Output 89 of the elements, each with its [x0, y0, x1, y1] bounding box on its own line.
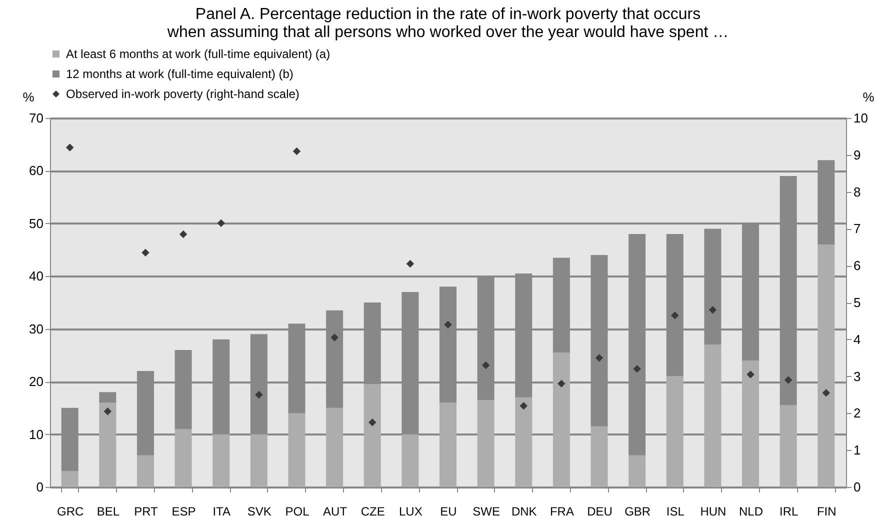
y2-tick-label: 6	[854, 258, 861, 274]
legend-label: Observed in-work poverty (right-hand scale)	[66, 87, 300, 101]
x-tick-label: ITA	[212, 504, 230, 518]
point	[822, 389, 830, 397]
bar	[402, 434, 419, 487]
y2-tick-label: 3	[854, 368, 861, 384]
legend-label: At least 6 months at work (full-time equivalent) (a)	[66, 47, 330, 61]
point	[558, 380, 566, 388]
x-tick-label: BEL	[96, 504, 120, 518]
x-tick-label: NLD	[739, 504, 764, 518]
y2-tick-label: 9	[854, 147, 861, 162]
bar	[326, 408, 344, 487]
y2-tick-label: 8	[854, 184, 861, 200]
bar	[552, 352, 570, 487]
point	[406, 260, 414, 268]
bar	[590, 426, 608, 487]
bar	[136, 455, 154, 487]
bar	[250, 434, 268, 487]
bar	[477, 400, 494, 487]
y2-tick-label: 7	[854, 221, 861, 236]
x-tick-label: GRC	[57, 504, 84, 518]
y2-tick-label: 4	[854, 332, 861, 347]
x-tick-label: DNK	[511, 504, 537, 518]
bar	[439, 402, 457, 487]
bar	[666, 376, 684, 487]
point	[330, 334, 338, 342]
point	[255, 390, 263, 399]
y-tick-label: 20	[29, 374, 44, 390]
y2-tick-label: 5	[854, 295, 861, 310]
y-axis-title: %	[22, 90, 35, 104]
y2-tick-label: 1	[854, 442, 861, 458]
y-tick-label: 70	[29, 110, 44, 126]
bar	[99, 392, 116, 403]
y-tick-label: 60	[29, 163, 44, 178]
point	[520, 402, 528, 410]
bar	[212, 434, 230, 487]
x-tick-label: SWE	[472, 504, 500, 518]
bar	[628, 455, 646, 487]
x-tick-label: IRL	[779, 504, 798, 518]
x-tick-label: HUN	[700, 504, 726, 518]
bar	[818, 244, 835, 487]
y-tick-label: 10	[29, 426, 44, 442]
y-tick-label: 30	[29, 321, 44, 336]
x-tick-label: ESP	[172, 504, 196, 518]
x-tick-label: AUT	[323, 504, 348, 518]
bar	[742, 360, 760, 487]
point	[217, 219, 225, 228]
x-tick-label: FRA	[550, 504, 574, 518]
point	[66, 144, 74, 152]
bar	[704, 344, 722, 487]
y2-axis-title: %	[862, 90, 875, 104]
bar	[99, 402, 116, 487]
x-tick-label: PRT	[134, 504, 159, 518]
point	[142, 248, 150, 257]
x-tick-label: DEU	[587, 504, 612, 518]
bar	[780, 405, 797, 487]
x-tick-label: FIN	[816, 504, 836, 518]
y2-tick-label: 0	[854, 480, 861, 494]
y-tick-label: 0	[36, 480, 44, 494]
x-tick-label: POL	[285, 504, 310, 518]
x-tick-label: ISL	[666, 504, 685, 518]
x-tick-label: LUX	[399, 504, 422, 518]
y-tick-label: 40	[29, 268, 44, 284]
x-tick-label: SVK	[247, 504, 272, 518]
x-tick-label: EU	[440, 504, 457, 518]
point	[671, 312, 679, 320]
y2-tick-label: 10	[854, 110, 868, 126]
chart-title: Panel A. Percentage reduction in the rate of in-work poverty that occurs when assuming that all persons who worked over the year would have spent …	[166, 6, 729, 41]
point	[746, 370, 754, 378]
x-tick-label: GBR	[624, 504, 651, 518]
point	[444, 320, 452, 329]
point	[104, 407, 112, 416]
point	[784, 376, 792, 384]
point	[595, 354, 604, 362]
legend-label: 12 months at work (full-time equivalent) (b)	[66, 67, 294, 81]
point	[368, 418, 376, 426]
y2-tick-label: 2	[854, 406, 861, 421]
point	[633, 365, 641, 373]
bar	[174, 429, 192, 487]
point	[292, 147, 301, 156]
y-tick-label: 50	[29, 216, 44, 231]
bar	[61, 471, 78, 487]
bar	[288, 413, 306, 487]
x-tick-label: CZE	[360, 504, 385, 518]
bar	[364, 384, 381, 487]
bar	[515, 397, 532, 487]
point	[482, 361, 490, 370]
point	[179, 230, 188, 238]
point	[708, 306, 717, 314]
